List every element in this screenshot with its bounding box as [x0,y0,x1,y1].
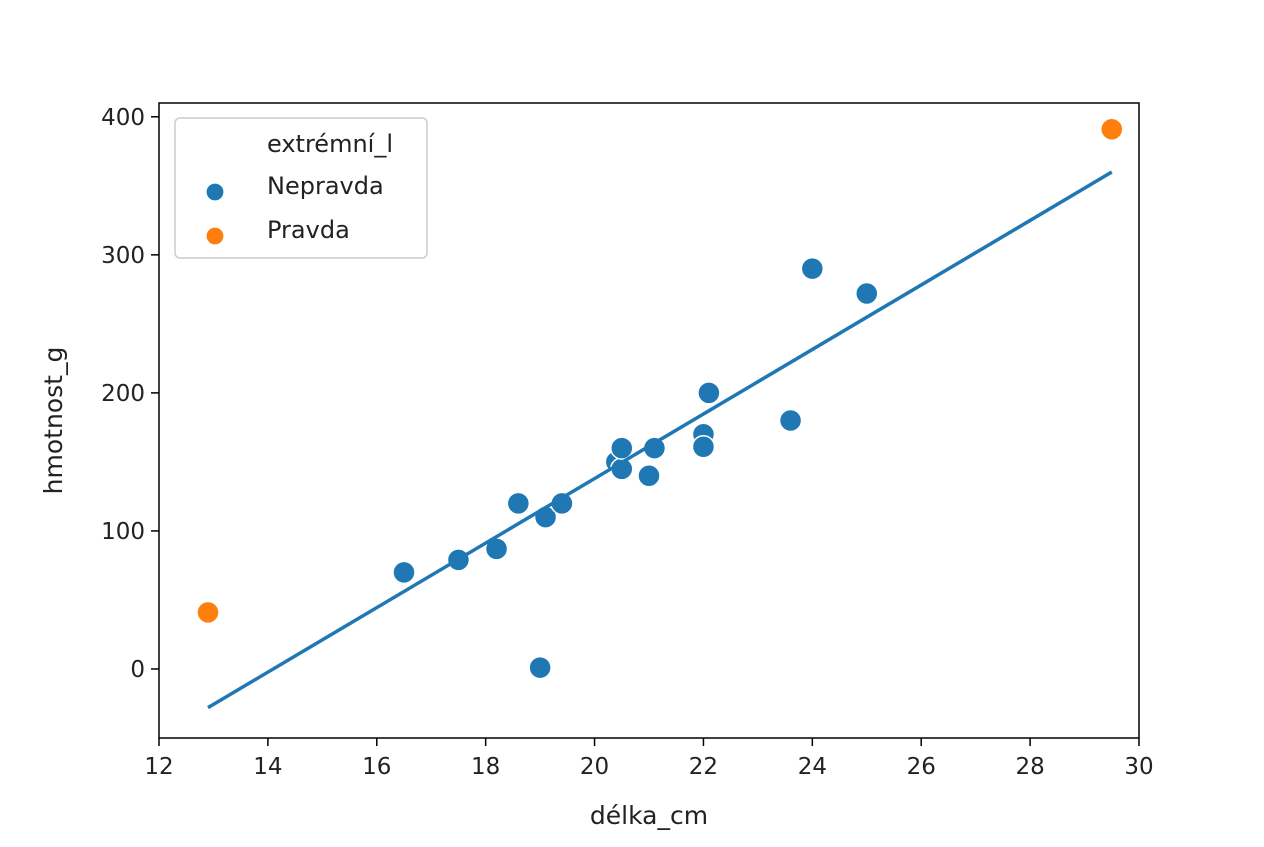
legend-label: Pravda [267,216,350,244]
plot-marks [196,117,1124,710]
y-tick-label: 300 [101,243,145,269]
legend: extrémní_l Nepravda Pravda [174,117,428,259]
x-tick-label: 14 [253,754,282,780]
x-tick-label: 18 [471,754,500,780]
data-point [800,256,825,281]
legend-label: Nepravda [267,172,384,200]
fit-line [207,170,1113,710]
data-point [691,434,716,459]
data-point [610,436,634,460]
legend-title: extrémní_l [267,130,393,158]
data-point [697,381,721,405]
plot-frame [158,102,1140,739]
x-tick-label: 28 [1015,754,1044,780]
x-tick-label: 26 [907,754,936,780]
y-tick-label: 100 [101,519,145,545]
data-point [637,463,661,488]
data-point [196,600,220,625]
axes: 12 14 16 18 20 22 24 26 28 300100200300400délka_c… [39,102,1154,830]
x-axis-label: délka_cm [590,801,708,830]
legend-box [174,117,428,259]
y-tick-label: 0 [130,657,145,683]
x-tick-label: 24 [798,754,827,780]
data-point [506,491,531,516]
data-point [528,655,552,680]
legend-marker [205,226,225,246]
x-tick-label: 22 [689,754,718,780]
x-tick-label: 30 [1124,754,1153,780]
data-point [1100,117,1124,141]
y-tick-label: 200 [101,381,145,407]
y-tick-label: 400 [101,105,145,131]
x-tick-label: 20 [580,754,609,780]
x-tick-label: 16 [362,754,391,780]
y-axis-label: hmotnost_g [39,347,68,495]
legend-marker [205,182,225,202]
data-point [392,560,416,585]
data-point [855,281,879,306]
x-tick-label: 12 [144,754,173,780]
data-point [778,408,803,433]
